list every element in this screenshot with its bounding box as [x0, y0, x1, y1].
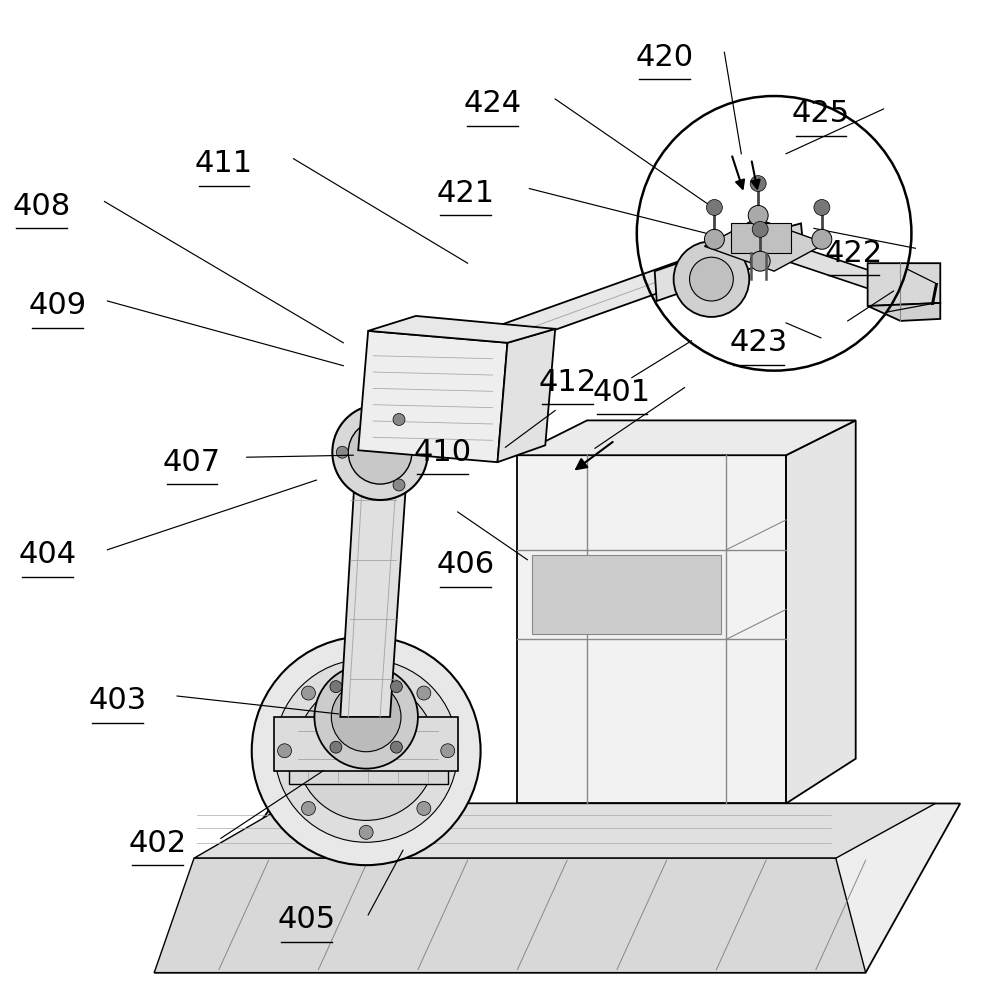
Text: 401: 401: [592, 378, 650, 407]
Circle shape: [359, 825, 373, 839]
Text: 422: 422: [824, 239, 882, 268]
Circle shape: [416, 801, 430, 815]
Polygon shape: [654, 233, 765, 301]
Circle shape: [277, 744, 291, 758]
Circle shape: [314, 665, 417, 769]
Circle shape: [330, 681, 342, 693]
Polygon shape: [406, 259, 691, 381]
Circle shape: [301, 686, 315, 700]
Circle shape: [274, 659, 457, 842]
Text: 423: 423: [729, 328, 786, 357]
Circle shape: [251, 636, 480, 865]
Text: 411: 411: [195, 149, 252, 178]
Polygon shape: [867, 303, 939, 321]
Circle shape: [689, 257, 733, 301]
Circle shape: [811, 229, 831, 249]
Circle shape: [331, 682, 401, 752]
Circle shape: [348, 420, 412, 484]
Text: 405: 405: [277, 905, 335, 934]
Circle shape: [390, 681, 402, 693]
Polygon shape: [340, 452, 408, 717]
Text: 412: 412: [538, 368, 595, 397]
Polygon shape: [731, 223, 790, 253]
Polygon shape: [273, 751, 462, 803]
Circle shape: [813, 200, 829, 215]
Circle shape: [751, 221, 767, 237]
Circle shape: [393, 479, 405, 491]
Circle shape: [704, 229, 724, 249]
Circle shape: [673, 241, 748, 317]
Text: 407: 407: [163, 448, 221, 477]
Text: 420: 420: [635, 43, 693, 72]
Polygon shape: [763, 223, 803, 263]
Circle shape: [706, 200, 722, 215]
Text: 402: 402: [128, 829, 186, 858]
Circle shape: [747, 205, 767, 225]
Text: 404: 404: [19, 540, 77, 569]
Text: 424: 424: [463, 89, 521, 118]
Polygon shape: [867, 263, 939, 306]
Circle shape: [416, 686, 430, 700]
Circle shape: [330, 741, 342, 753]
Polygon shape: [532, 555, 721, 634]
Circle shape: [296, 681, 435, 820]
Text: 425: 425: [791, 99, 849, 128]
Text: 408: 408: [13, 192, 71, 221]
Text: 410: 410: [414, 438, 471, 467]
Text: 403: 403: [88, 686, 146, 715]
Polygon shape: [750, 231, 877, 291]
Text: 406: 406: [436, 550, 494, 579]
Circle shape: [332, 404, 427, 500]
Polygon shape: [288, 751, 447, 784]
Polygon shape: [368, 316, 555, 343]
Circle shape: [390, 741, 402, 753]
Polygon shape: [704, 218, 825, 271]
Polygon shape: [517, 455, 785, 803]
Text: 409: 409: [29, 291, 86, 320]
Polygon shape: [154, 803, 959, 973]
Polygon shape: [358, 331, 507, 462]
Circle shape: [301, 801, 315, 815]
Circle shape: [749, 176, 765, 192]
Text: I: I: [927, 282, 937, 311]
Polygon shape: [154, 858, 865, 973]
Circle shape: [440, 744, 454, 758]
Circle shape: [359, 662, 373, 676]
Polygon shape: [273, 717, 457, 771]
Polygon shape: [517, 420, 855, 455]
Circle shape: [336, 446, 348, 458]
Circle shape: [749, 251, 769, 271]
Polygon shape: [785, 420, 855, 803]
Polygon shape: [497, 329, 555, 462]
Polygon shape: [194, 803, 934, 858]
Circle shape: [393, 414, 405, 425]
Text: 421: 421: [436, 179, 494, 208]
